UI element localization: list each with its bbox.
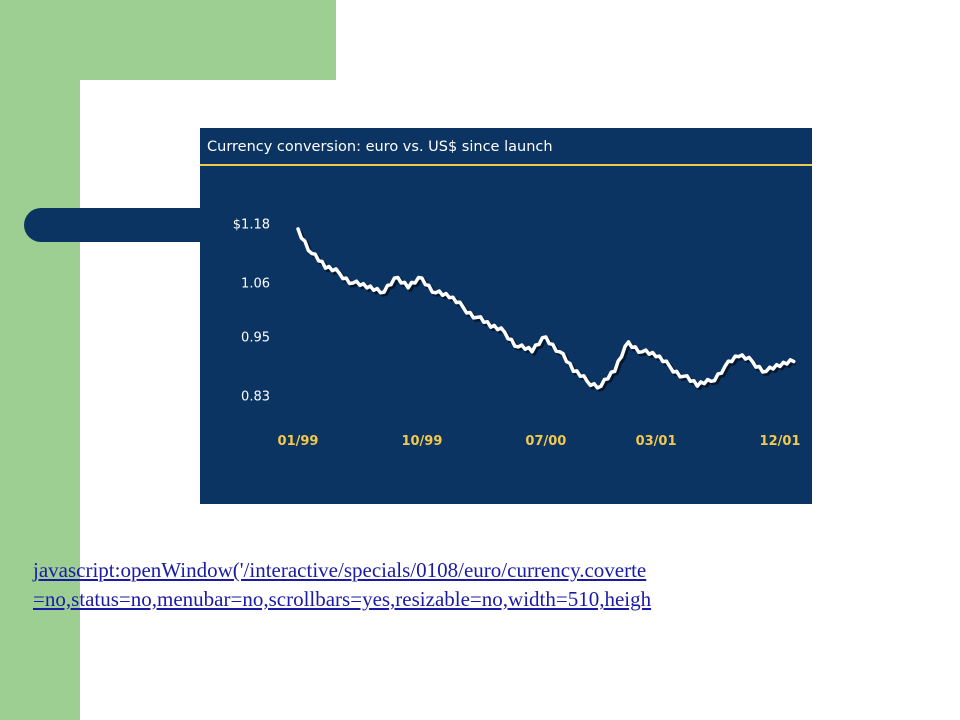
- y-axis-ticks: $1.18 1.06 0.95 0.83: [233, 218, 270, 405]
- x-tick-label: 10/99: [401, 434, 442, 449]
- y-tick-label: 0.95: [241, 331, 270, 346]
- x-tick-label: 03/01: [636, 434, 677, 449]
- y-tick-label: 0.83: [241, 390, 270, 405]
- x-tick-label: 01/99: [278, 434, 319, 449]
- sidebar-strip: [0, 0, 80, 720]
- chart-background: [200, 128, 812, 504]
- series-line: [296, 227, 796, 390]
- link-line-1[interactable]: javascript:openWindow('/interactive/spec…: [33, 558, 647, 582]
- chart-title-rule: [200, 164, 812, 166]
- title-pill-tab: [24, 208, 200, 242]
- sidebar-top-block: [80, 0, 336, 80]
- series-group: [296, 227, 797, 392]
- link-line-2[interactable]: =no,status=no,menubar=no,scrollbars=yes,…: [33, 587, 652, 611]
- chart-title: Currency conversion: euro vs. US$ since …: [207, 139, 553, 155]
- y-tick-label: $1.18: [233, 218, 270, 233]
- currency-chart: Currency conversion: euro vs. US$ since …: [200, 128, 812, 504]
- y-tick-label: 1.06: [241, 276, 270, 291]
- javascript-link[interactable]: javascript:openWindow('/interactive/spec…: [33, 556, 960, 614]
- x-axis-ticks: 01/99 10/99 07/00 03/01 12/01: [278, 434, 801, 449]
- chart-svg: Currency conversion: euro vs. US$ since …: [200, 128, 812, 504]
- x-tick-label: 12/01: [760, 434, 801, 449]
- x-tick-label: 07/00: [525, 434, 566, 449]
